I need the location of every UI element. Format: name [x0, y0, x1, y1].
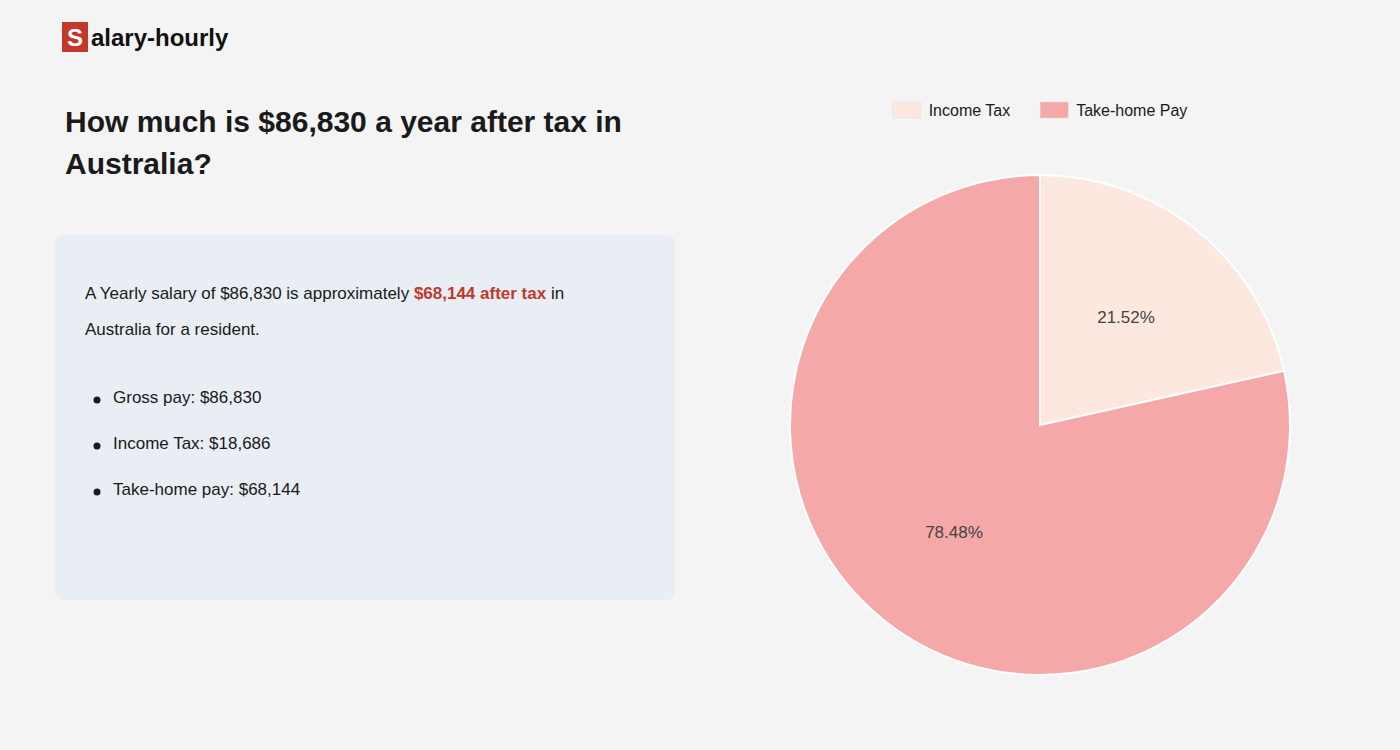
pie-slice: [790, 175, 1290, 675]
info-text: A Yearly salary of $86,830 is approximat…: [85, 284, 564, 303]
legend-label: Take-home Pay: [1076, 102, 1187, 119]
logo-mark: S: [67, 24, 83, 51]
bullet-dot: [94, 397, 101, 404]
bullet-dot: [94, 443, 101, 450]
logo-text: alary-hourly: [91, 24, 229, 51]
legend: Income Tax Take-home Pay: [893, 102, 1188, 119]
info-span: in: [546, 284, 564, 303]
bullet-dot: [94, 489, 101, 496]
info-span: Australia for a resident.: [85, 320, 260, 339]
data-label: 21.52%: [1097, 308, 1155, 327]
legend-swatch: [1040, 102, 1068, 118]
chart: Salary-hourly How much is $86,830 a year …: [0, 0, 1400, 750]
legend-swatch: [893, 102, 921, 118]
legend-item: Income Tax: [893, 102, 1011, 119]
info-text: Australia for a resident.: [85, 320, 260, 339]
pie: [790, 175, 1290, 675]
bullet-text: Gross pay: $86,830: [113, 388, 261, 407]
bullet-text: Take-home pay: $68,144: [113, 480, 300, 499]
background: [0, 0, 1400, 750]
title: Australia?: [65, 147, 212, 180]
logo-box: [62, 22, 88, 52]
info-span: A Yearly salary of $86,830 is approximat…: [85, 284, 414, 303]
info-highlight: $68,144 after tax: [414, 284, 547, 303]
data-label: 78.48%: [925, 523, 983, 542]
info-box: [55, 235, 675, 600]
logo: Salary-hourly: [62, 22, 229, 52]
legend-item: Take-home Pay: [1040, 102, 1187, 119]
bullet-text: Income Tax: $18,686: [113, 434, 271, 453]
legend-label: Income Tax: [929, 102, 1011, 119]
data-labels: 21.52% 78.48%: [925, 308, 1155, 542]
title: How much is $86,830 a year after tax in: [65, 105, 622, 138]
